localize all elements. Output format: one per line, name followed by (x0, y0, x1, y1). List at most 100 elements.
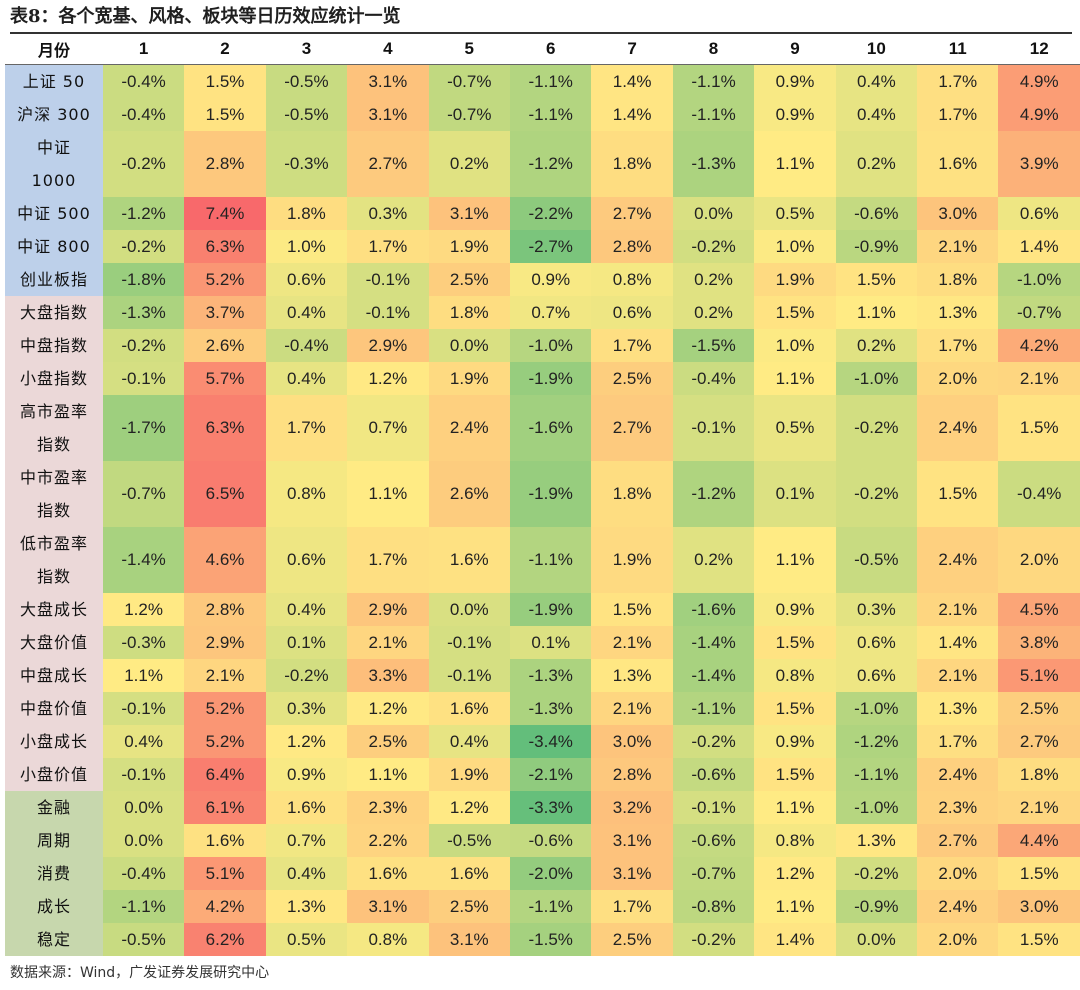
heatmap-cell: 0.6% (591, 296, 673, 329)
heatmap-cell: -0.1% (102, 362, 185, 395)
heatmap-cell: 0.1% (754, 461, 836, 527)
row-label: 高市盈率 指数 (5, 395, 103, 461)
heatmap-cell: 3.0% (917, 197, 999, 230)
heatmap-cell: -1.2% (509, 131, 592, 197)
table-title: 表8：各个宽基、风格、板块等日历效应统计一览 (10, 6, 401, 27)
heatmap-cell: 7.4% (184, 197, 266, 230)
heatmap-cell: 1.7% (591, 329, 673, 362)
heatmap-cell: 2.1% (591, 692, 673, 725)
heatmap-cell: 2.8% (184, 131, 266, 197)
heatmap-cell: 0.9% (265, 758, 348, 791)
heatmap-cell: 3.1% (591, 824, 673, 857)
heatmap-cell: 0.3% (835, 593, 918, 626)
row-label: 中盘价值 (5, 692, 103, 725)
heatmap-cell: -0.5% (102, 923, 185, 956)
month-header-11: 11 (917, 34, 999, 65)
heatmap-cell: 4.9% (998, 98, 1080, 131)
heatmap-cell: -1.1% (509, 98, 592, 131)
heatmap-cell: 2.4% (917, 758, 999, 791)
heatmap-cell: -1.1% (509, 890, 592, 923)
heatmap-cell: 6.1% (184, 791, 266, 824)
heatmap-cell: 1.0% (754, 329, 836, 362)
heatmap-cell: -0.1% (347, 296, 429, 329)
heatmap-cell: 1.8% (591, 461, 673, 527)
heatmap-cell: 0.0% (672, 197, 755, 230)
row-label-line: 上证 50 (22, 72, 86, 91)
row-label-line: 小盘成长 (19, 732, 88, 751)
month-header-1: 1 (102, 34, 185, 65)
heatmap-cell: -3.4% (509, 725, 592, 758)
row-label-line: 稳定 (36, 930, 71, 949)
heatmap-cell: -0.4% (265, 329, 348, 362)
heatmap-cell: 1.5% (998, 395, 1080, 461)
heatmap-cell: 0.4% (265, 296, 348, 329)
table-row: 大盘价值 -0.3% 2.9% 0.1% 2.1% -0.1% 0.1% 2.1% -1.4% 1… (5, 626, 1080, 659)
month-header-4: 4 (347, 34, 429, 65)
heatmap-cell: 2.3% (917, 791, 999, 824)
heatmap-cell: 1.1% (347, 461, 429, 527)
row-label-line: 金融 (36, 798, 71, 817)
heatmap-cell: 1.0% (265, 230, 348, 263)
heatmap-cell: 2.7% (591, 197, 673, 230)
heatmap-cell: 1.2% (347, 692, 429, 725)
row-label-line: 低市盈率 (19, 534, 88, 553)
heatmap-cell: 1.2% (428, 791, 510, 824)
month-header-5: 5 (428, 34, 510, 65)
heatmap-cell: 2.2% (347, 824, 429, 857)
heatmap-cell: 1.3% (917, 692, 999, 725)
heatmap-cell: -0.4% (102, 64, 185, 98)
row-label-line: 高市盈率 (19, 402, 88, 421)
heatmap-cell: 2.8% (591, 758, 673, 791)
heatmap-cell: 2.0% (917, 923, 999, 956)
heatmap-cell: 6.2% (184, 923, 266, 956)
row-label: 中盘指数 (5, 329, 103, 362)
heatmap-cell: -1.4% (672, 626, 755, 659)
table-row: 中盘指数 -0.2% 2.6% -0.4% 2.9% 0.0% -1.0% 1.7% -1.5%… (5, 329, 1080, 362)
heatmap-cell: -0.7% (672, 857, 755, 890)
heatmap-cell: 1.6% (428, 857, 510, 890)
heatmap-cell: -0.6% (509, 824, 592, 857)
month-header-8: 8 (672, 34, 755, 65)
heatmap-cell: -0.2% (102, 131, 185, 197)
heatmap-cell: 1.8% (998, 758, 1080, 791)
row-label: 大盘指数 (5, 296, 103, 329)
row-label: 低市盈率 指数 (5, 527, 103, 593)
table-row: 小盘指数 -0.1% 5.7% 0.4% 1.2% 1.9% -1.9% 2.5% -0.4% 1… (5, 362, 1080, 395)
heatmap-cell: 1.5% (835, 263, 918, 296)
heatmap-cell: 0.5% (265, 923, 348, 956)
heatmap-cell: 1.5% (754, 758, 836, 791)
heatmap-cell: 5.7% (184, 362, 266, 395)
row-label-line: 中市盈率 (19, 468, 88, 487)
row-label-line: 大盘价值 (19, 633, 88, 652)
heatmap-cell: 1.2% (265, 725, 348, 758)
heatmap-cell: 2.1% (917, 593, 999, 626)
row-label: 消费 (5, 857, 103, 890)
heatmap-cell: 0.2% (835, 329, 918, 362)
heatmap-cell: -0.1% (672, 791, 755, 824)
heatmap-cell: 1.1% (754, 527, 836, 593)
month-header-7: 7 (591, 34, 673, 65)
table-row: 低市盈率 指数 -1.4% 4.6% 0.6% 1.7% 1.6% -1.1% 1.9% 0.2%… (5, 527, 1080, 593)
heatmap-cell: 6.3% (184, 395, 266, 461)
heatmap-cell: 0.9% (509, 263, 592, 296)
heatmap-cell: 1.5% (754, 626, 836, 659)
heatmap-cell: -1.1% (672, 692, 755, 725)
heatmap-cell: -0.2% (835, 395, 918, 461)
heatmap-cell: -0.8% (672, 890, 755, 923)
heatmap-cell: -1.0% (509, 329, 592, 362)
heatmap-cell: -0.2% (265, 659, 348, 692)
table-row: 小盘价值 -0.1% 6.4% 0.9% 1.1% 1.9% -2.1% 2.8% -0.6% 1… (5, 758, 1080, 791)
row-label-line: 大盘成长 (19, 600, 88, 619)
heatmap-cell: 0.0% (428, 329, 510, 362)
heatmap-cell: 1.7% (591, 890, 673, 923)
table-row: 中盘成长 1.1% 2.1% -0.2% 3.3% -0.1% -1.3% 1.3% -1.4%… (5, 659, 1080, 692)
heatmap-cell: 1.1% (102, 659, 185, 692)
table-row: 成长 -1.1% 4.2% 1.3% 3.1% 2.5% -1.1% 1.7% -0.8% 1.1… (5, 890, 1080, 923)
heatmap-cell: 2.0% (917, 857, 999, 890)
month-header-10: 10 (835, 34, 918, 65)
heatmap-cell: 0.2% (672, 263, 755, 296)
heatmap-cell: -0.7% (428, 64, 510, 98)
heatmap-cell: 2.1% (917, 659, 999, 692)
heatmap-cell: 1.4% (591, 98, 673, 131)
table-row: 大盘成长 1.2% 2.8% 0.4% 2.9% 0.0% -1.9% 1.5% -1.6% 0.… (5, 593, 1080, 626)
